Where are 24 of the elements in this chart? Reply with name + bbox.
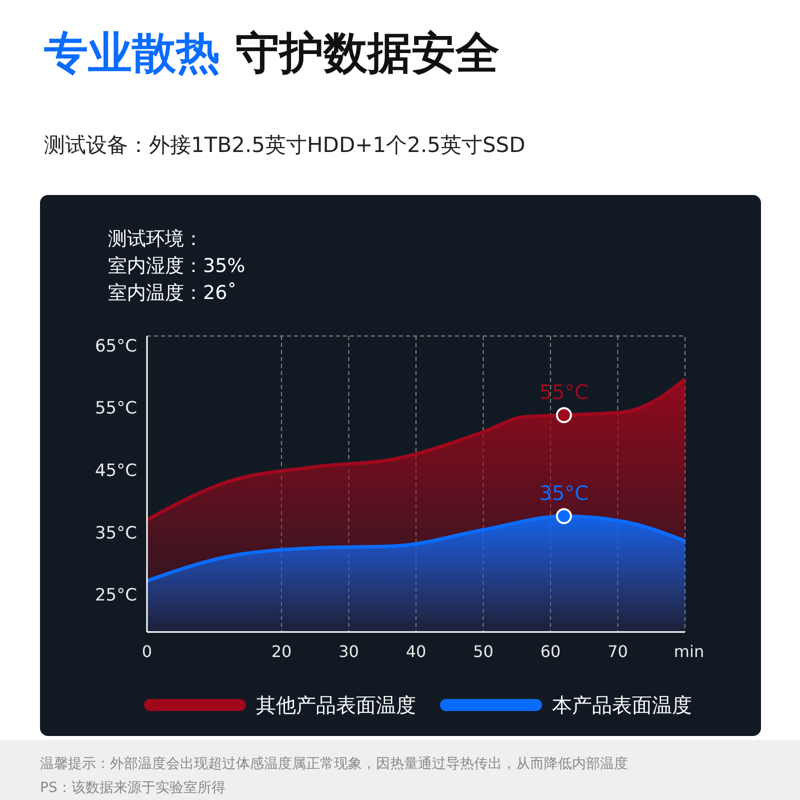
legend-label: 本产品表面温度 [552,693,692,717]
annotation: 55°C [539,380,589,404]
x-tick-label: 30 [338,642,359,661]
x-tick-label: 70 [608,642,628,661]
x-axis-title: min [674,642,704,661]
annotation: 35°C [539,481,589,506]
text: 室内温度：26˚ [108,282,237,304]
y-tick-label: 65°C [94,336,137,356]
text: 室内湿度：35% [108,255,246,277]
y-tick-label: 25°C [94,586,137,606]
chart-title: 专业散热 守护数据安全 [44,28,500,79]
legend-label: 其他产品表面温度 [256,693,416,717]
x-tick-label: 0 [142,642,152,661]
x-tick-label: 20 [271,642,292,661]
text: 测试环境： [108,228,203,250]
chart-subtitle: 测试设备：外接1TB2.5英寸HDD+1个2.5英寸SSD [44,133,526,157]
y-tick-label: 45°C [94,460,137,481]
text: PS：该数据来源于实验室所得 [40,780,226,796]
text: 温馨提示：外部温度会出现超过体感温度属正常现象，因热量通过导热传出，从而降低内部温度 [40,756,628,772]
y-tick-label: 35°C [94,523,137,544]
x-tick-label: 40 [406,642,426,661]
x-tick-label: 50 [473,642,494,661]
x-tick-label: 60 [540,642,561,661]
y-tick-label: 55°C [94,398,137,419]
